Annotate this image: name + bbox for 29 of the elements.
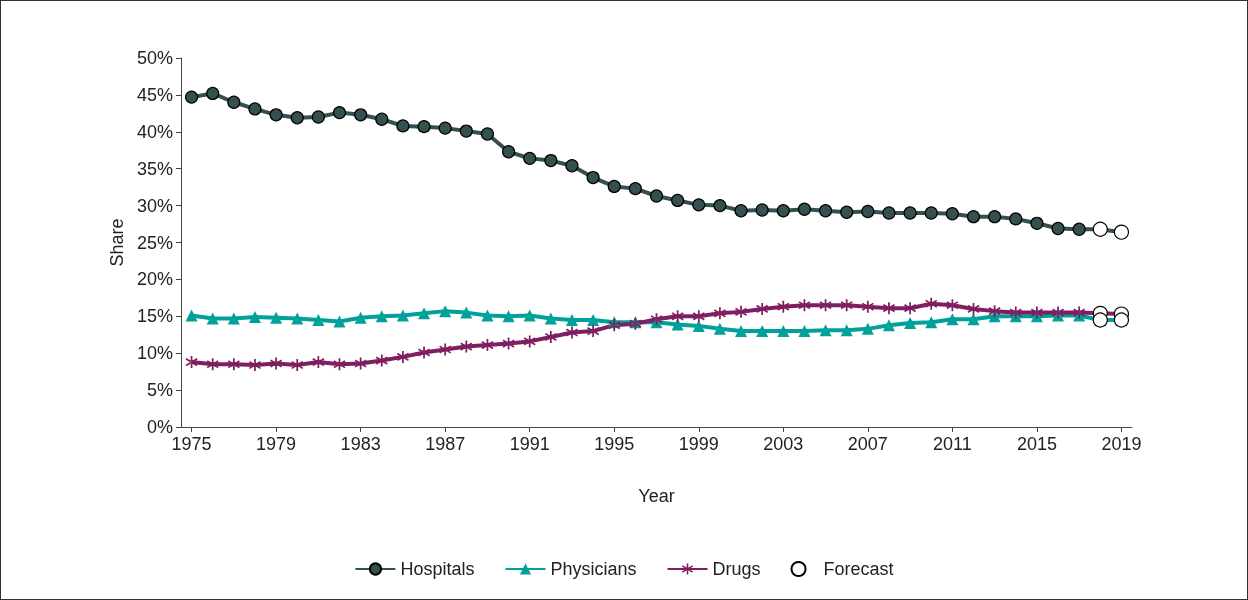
x-tick-label: 2003 [763,434,804,454]
y-tick-label: 40% [136,121,173,142]
x-tick-label: 1991 [509,434,550,454]
x-tick-label: 1999 [678,434,719,454]
legend-label: Physicians [550,559,637,579]
y-axis-title: Share [107,218,127,267]
y-tick-label: 50% [136,48,173,68]
x-tick-label: 1987 [425,434,466,454]
y-tick-label: 35% [136,158,173,179]
x-tick-label: 2015 [1016,434,1057,454]
x-tick-label: 2011 [933,434,972,454]
y-tick-label: 10% [136,343,173,364]
legend-label: Hospitals [400,559,475,579]
x-tick-label: 1983 [340,434,381,454]
y-tick-label: 25% [136,232,173,253]
x-tick-label: 1995 [594,434,635,454]
x-tick-label: 2019 [1101,434,1142,454]
x-tick-label: 1979 [256,434,297,454]
y-tick-label: 45% [136,84,173,105]
y-tick-label: 15% [136,306,173,327]
y-tick-label: 20% [136,269,173,290]
y-tick-label: 0% [146,417,173,437]
x-axis-title: Year [638,486,675,506]
x-tick-label: 1975 [171,434,212,454]
legend-label: Drugs [712,559,761,579]
x-tick-label: 2007 [847,434,888,454]
y-tick-label: 5% [146,380,173,401]
y-tick-label: 30% [136,195,173,216]
legend-label: Forecast [823,559,894,579]
